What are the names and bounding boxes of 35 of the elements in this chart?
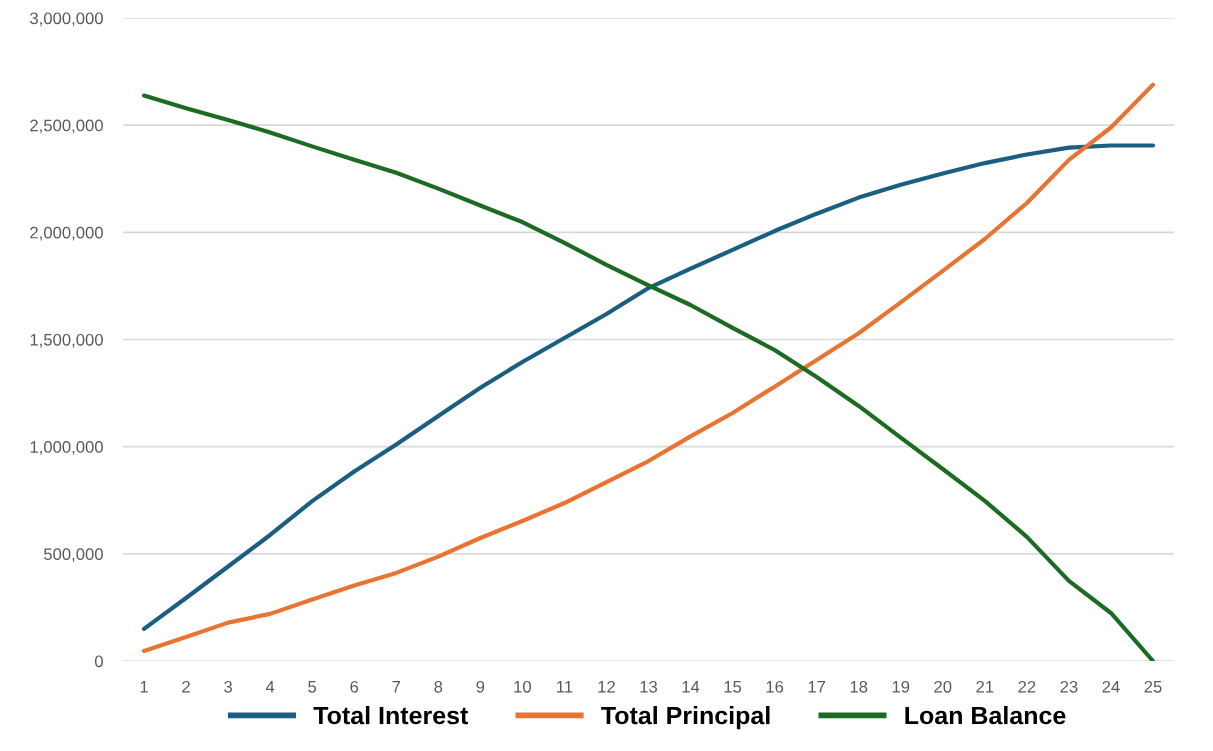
x-tick-label: 11 [557, 681, 573, 693]
x-tick-label: 19 [892, 680, 910, 693]
x-tick-label: 4 [265, 681, 275, 693]
x-tick-label: 25 [1144, 680, 1162, 693]
x-tick-label: 8 [434, 680, 443, 693]
x-tick-label: 14 [682, 681, 700, 693]
x-tick-label: 10 [514, 680, 531, 693]
x-tick-label: 5 [308, 681, 317, 693]
x-tick-label: 18 [850, 680, 868, 693]
x-tick-label: 2 [182, 680, 190, 693]
x-tick-label: 15 [724, 681, 742, 693]
x-tick-label: 3 [224, 680, 232, 693]
y-tick-label: 1,500,000 [30, 333, 103, 348]
y-tick-label: 3,000,000 [30, 12, 103, 27]
x-tick-label: 20 [934, 680, 952, 693]
x-tick-label: 21 [976, 680, 994, 693]
x-tick-label: 16 [766, 680, 784, 693]
legend-label: Total Principal [601, 706, 770, 730]
y-tick-label: 2,000,000 [30, 226, 103, 241]
x-tick-label: 6 [350, 680, 359, 693]
x-tick-label: 1 [140, 681, 148, 693]
x-tick-label: 13 [640, 680, 658, 693]
x-tick-label: 17 [808, 681, 826, 693]
legend-label: Loan Balance [905, 706, 1066, 725]
x-tick-label: 23 [1060, 680, 1078, 693]
x-tick-label: 12 [598, 680, 615, 693]
y-tick-label: 500,000 [43, 548, 103, 563]
x-tick-label: 7 [392, 681, 401, 693]
y-tick-label: 2,500,000 [30, 119, 103, 134]
y-tick-label: 1,000,000 [30, 441, 103, 455]
x-tick-label: 22 [1018, 680, 1036, 693]
x-tick-label: 9 [476, 680, 485, 693]
legend-label: Total Interest [313, 706, 469, 725]
y-tick-label: 0 [94, 655, 103, 668]
x-tick-label: 24 [1102, 680, 1120, 693]
